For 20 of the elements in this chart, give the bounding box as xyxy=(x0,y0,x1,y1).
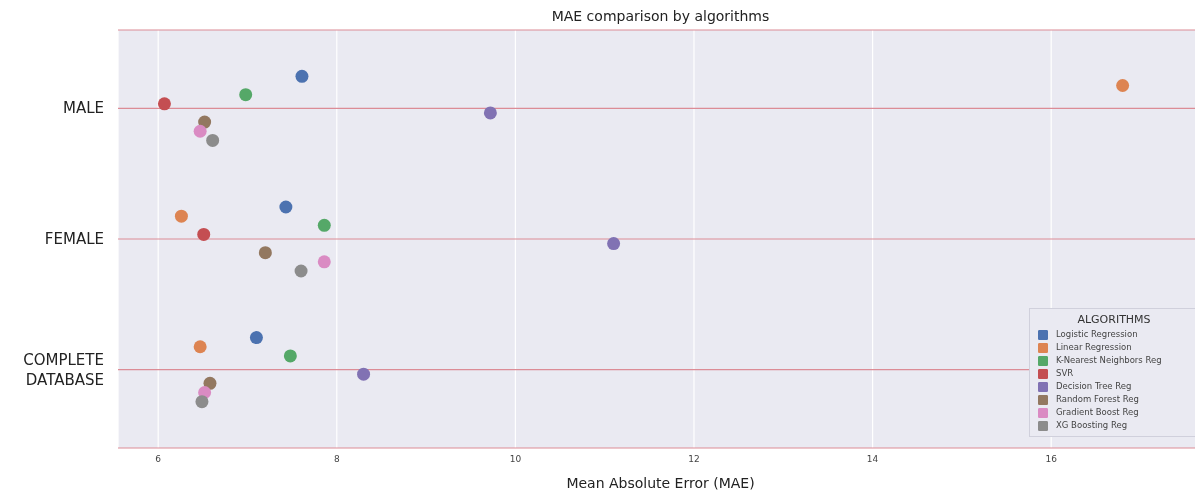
legend-label: XG Boosting Reg xyxy=(1056,419,1128,432)
legend-title: ALGORITHMS xyxy=(1076,313,1152,326)
y-tick-label: MALE xyxy=(62,99,104,118)
y-tick-label: COMPLETE DATABASE xyxy=(23,350,104,389)
legend-label: Gradient Boost Reg xyxy=(1056,406,1139,419)
x-tick-label: 14 xyxy=(866,454,879,465)
x-axis-title: Mean Absolute Error (MAE) xyxy=(566,475,755,491)
legend-label: Linear Regression xyxy=(1056,341,1132,354)
x-tick-label: 16 xyxy=(1045,454,1058,465)
legend-label: Random Forest Reg xyxy=(1056,393,1139,406)
legend-label: Logistic Regression xyxy=(1056,328,1138,341)
chart-title: MAE comparison by algorithms xyxy=(550,8,771,24)
legend-label: Decision Tree Reg xyxy=(1056,380,1132,393)
y-tick-label: FEMALE xyxy=(44,230,104,248)
x-tick-label: 10 xyxy=(509,454,522,465)
x-tick-label: 6 xyxy=(155,454,162,465)
legend-label: K-Nearest Neighbors Reg xyxy=(1056,354,1162,367)
legend-label: SVR xyxy=(1056,367,1074,380)
x-tick-label: 12 xyxy=(688,454,700,465)
x-tick-label: 8 xyxy=(333,454,340,465)
